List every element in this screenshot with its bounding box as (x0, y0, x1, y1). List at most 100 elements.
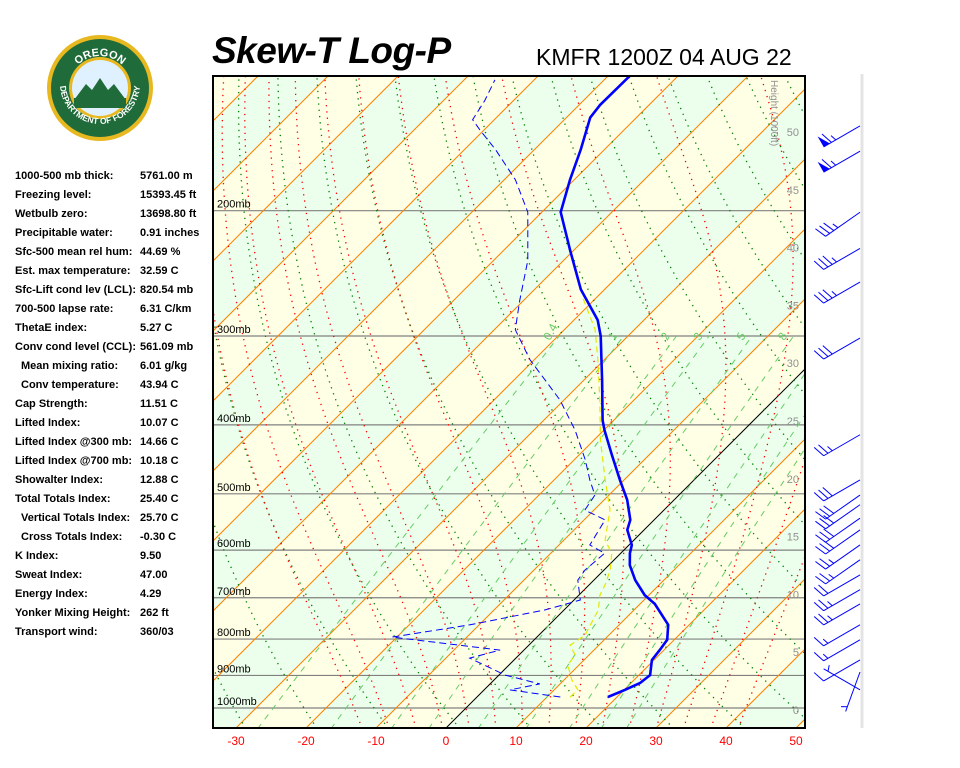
wind-barb-half (828, 559, 835, 564)
wind-barb (817, 125, 861, 148)
dry-adiabat-line (213, 519, 318, 728)
wind-barb (841, 671, 861, 712)
wind-barb (823, 665, 861, 691)
isotherm-line (213, 76, 749, 612)
wind-barb-full (823, 528, 835, 537)
isotherm-band (0, 76, 188, 728)
stat-value: 11.51 C (140, 398, 178, 410)
wind-barb (813, 589, 861, 612)
wind-barb-staff (823, 337, 861, 360)
wind-barb-full (819, 558, 830, 567)
wind-barb (813, 603, 861, 626)
isobar-label: 600mb (217, 538, 251, 550)
stat-value: 25.70 C (140, 512, 179, 524)
x-tick-label: 40 (719, 734, 733, 748)
wind-barb-full (813, 601, 824, 612)
moist-adiabat-line (682, 76, 794, 728)
isotherm-line (655, 578, 805, 728)
wind-barb-full (813, 637, 824, 647)
stat-row: Lifted Index: 10.07 C (15, 415, 215, 434)
stat-value: 47.00 (140, 569, 168, 581)
wind-barb-staff (823, 589, 861, 612)
plot-area: 0.4 1 2 3 5 81000mb900mb800mb700mb600mb500mb4… (0, 76, 960, 729)
x-tick-label: -20 (297, 734, 315, 748)
wind-barb-half (827, 601, 833, 607)
isotherm-line (585, 508, 805, 728)
wind-barb-full (821, 158, 832, 169)
isotherm-line (235, 158, 805, 728)
wind-barb-full (819, 573, 830, 582)
station-time-label: KMFR 1200Z 04 AUG 22 (536, 44, 792, 70)
stat-value: 5761.00 m (140, 170, 193, 182)
x-tick-label: 10 (509, 734, 523, 748)
stat-value: 820.54 mb (140, 284, 194, 296)
wind-barb-half (831, 257, 837, 263)
wind-barb-half (827, 615, 833, 621)
wind-barb-full (813, 350, 824, 360)
wetbulb-line (567, 295, 613, 698)
wind-barb-full (813, 652, 824, 662)
stat-row: Freezing level: 15393.45 ft (15, 187, 215, 206)
dry-adiabat-line (864, 78, 960, 729)
height-tick-label: 40 (787, 243, 799, 255)
wind-barb-full (813, 446, 824, 457)
temperature-line (559, 76, 670, 699)
height-tick-label: 25 (787, 416, 799, 428)
isotherm-line (515, 438, 805, 728)
wind-barb-full (815, 520, 826, 530)
moist-adiabat-line (444, 76, 586, 728)
stat-label: Sfc-500 mean rel hum: (15, 246, 133, 258)
isotherm-line (0, 76, 188, 728)
stat-row: Vertical Totals Index: 25.70 C (15, 510, 215, 529)
height-tick-label: 20 (787, 474, 799, 486)
isotherm-line (866, 76, 960, 728)
stat-value: 360/03 (140, 626, 174, 638)
wind-barb (815, 494, 861, 520)
wind-barb-full (818, 584, 829, 594)
axes-overlay: -30 -20 -10 0 10 20 30 40 50 (212, 74, 864, 748)
wind-barb-staff (823, 668, 861, 691)
stat-label: Precipitable water: (15, 227, 113, 239)
wind-barb-full (818, 258, 829, 268)
wind-barb (813, 434, 861, 457)
wind-barb-full (813, 587, 824, 597)
plot-frame (212, 75, 806, 729)
x-tick-label: -30 (227, 734, 245, 748)
stat-value: 0.91 inches (140, 227, 200, 239)
x-tick-label: -10 (367, 734, 385, 748)
wind-barb-full (813, 672, 824, 682)
stat-row: Precipitable water: 0.91 inches (15, 225, 215, 244)
wind-barb-full (819, 543, 830, 552)
wind-barb (815, 211, 861, 237)
stat-label: K Index: (15, 550, 59, 562)
wind-barb-staff (825, 559, 861, 585)
stat-label: Wetbulb zero: (15, 208, 88, 220)
stat-value: 6.31 C/km (140, 303, 192, 315)
stat-row: Transport wind: 360/03 (15, 624, 215, 643)
stat-label: Sweat Index: (15, 569, 83, 581)
stat-label: Total Totals Index: (15, 493, 111, 505)
stat-label: Conv temperature: (21, 379, 119, 391)
zero-isotherm-line (445, 368, 805, 728)
stat-label: 1000-500 mb thick: (15, 170, 114, 182)
isotherm-line (213, 76, 609, 472)
stat-value: 10.18 C (140, 455, 179, 467)
height-tick-label: 10 (787, 589, 799, 601)
wind-barb-staff (825, 529, 861, 555)
isotherm-band (213, 89, 805, 728)
dry-adiabat-line (433, 77, 805, 720)
wind-barb-full (818, 489, 829, 499)
isotherm-line (213, 76, 329, 192)
wind-barb (813, 248, 861, 270)
wind-barb-half (827, 446, 833, 452)
wind-barb-full (818, 291, 829, 301)
wind-barb-half (822, 653, 829, 659)
isotherm-line (305, 228, 805, 728)
stat-value: 44.69 % (140, 246, 181, 258)
stat-row: K Index: 9.50 (15, 548, 215, 567)
dry-adiabat-line (667, 77, 805, 329)
stat-value: 15393.45 ft (140, 189, 197, 201)
wind-barb-full (818, 444, 829, 454)
isobar-label: 800mb (217, 627, 251, 639)
wind-barb-staff (823, 574, 861, 597)
